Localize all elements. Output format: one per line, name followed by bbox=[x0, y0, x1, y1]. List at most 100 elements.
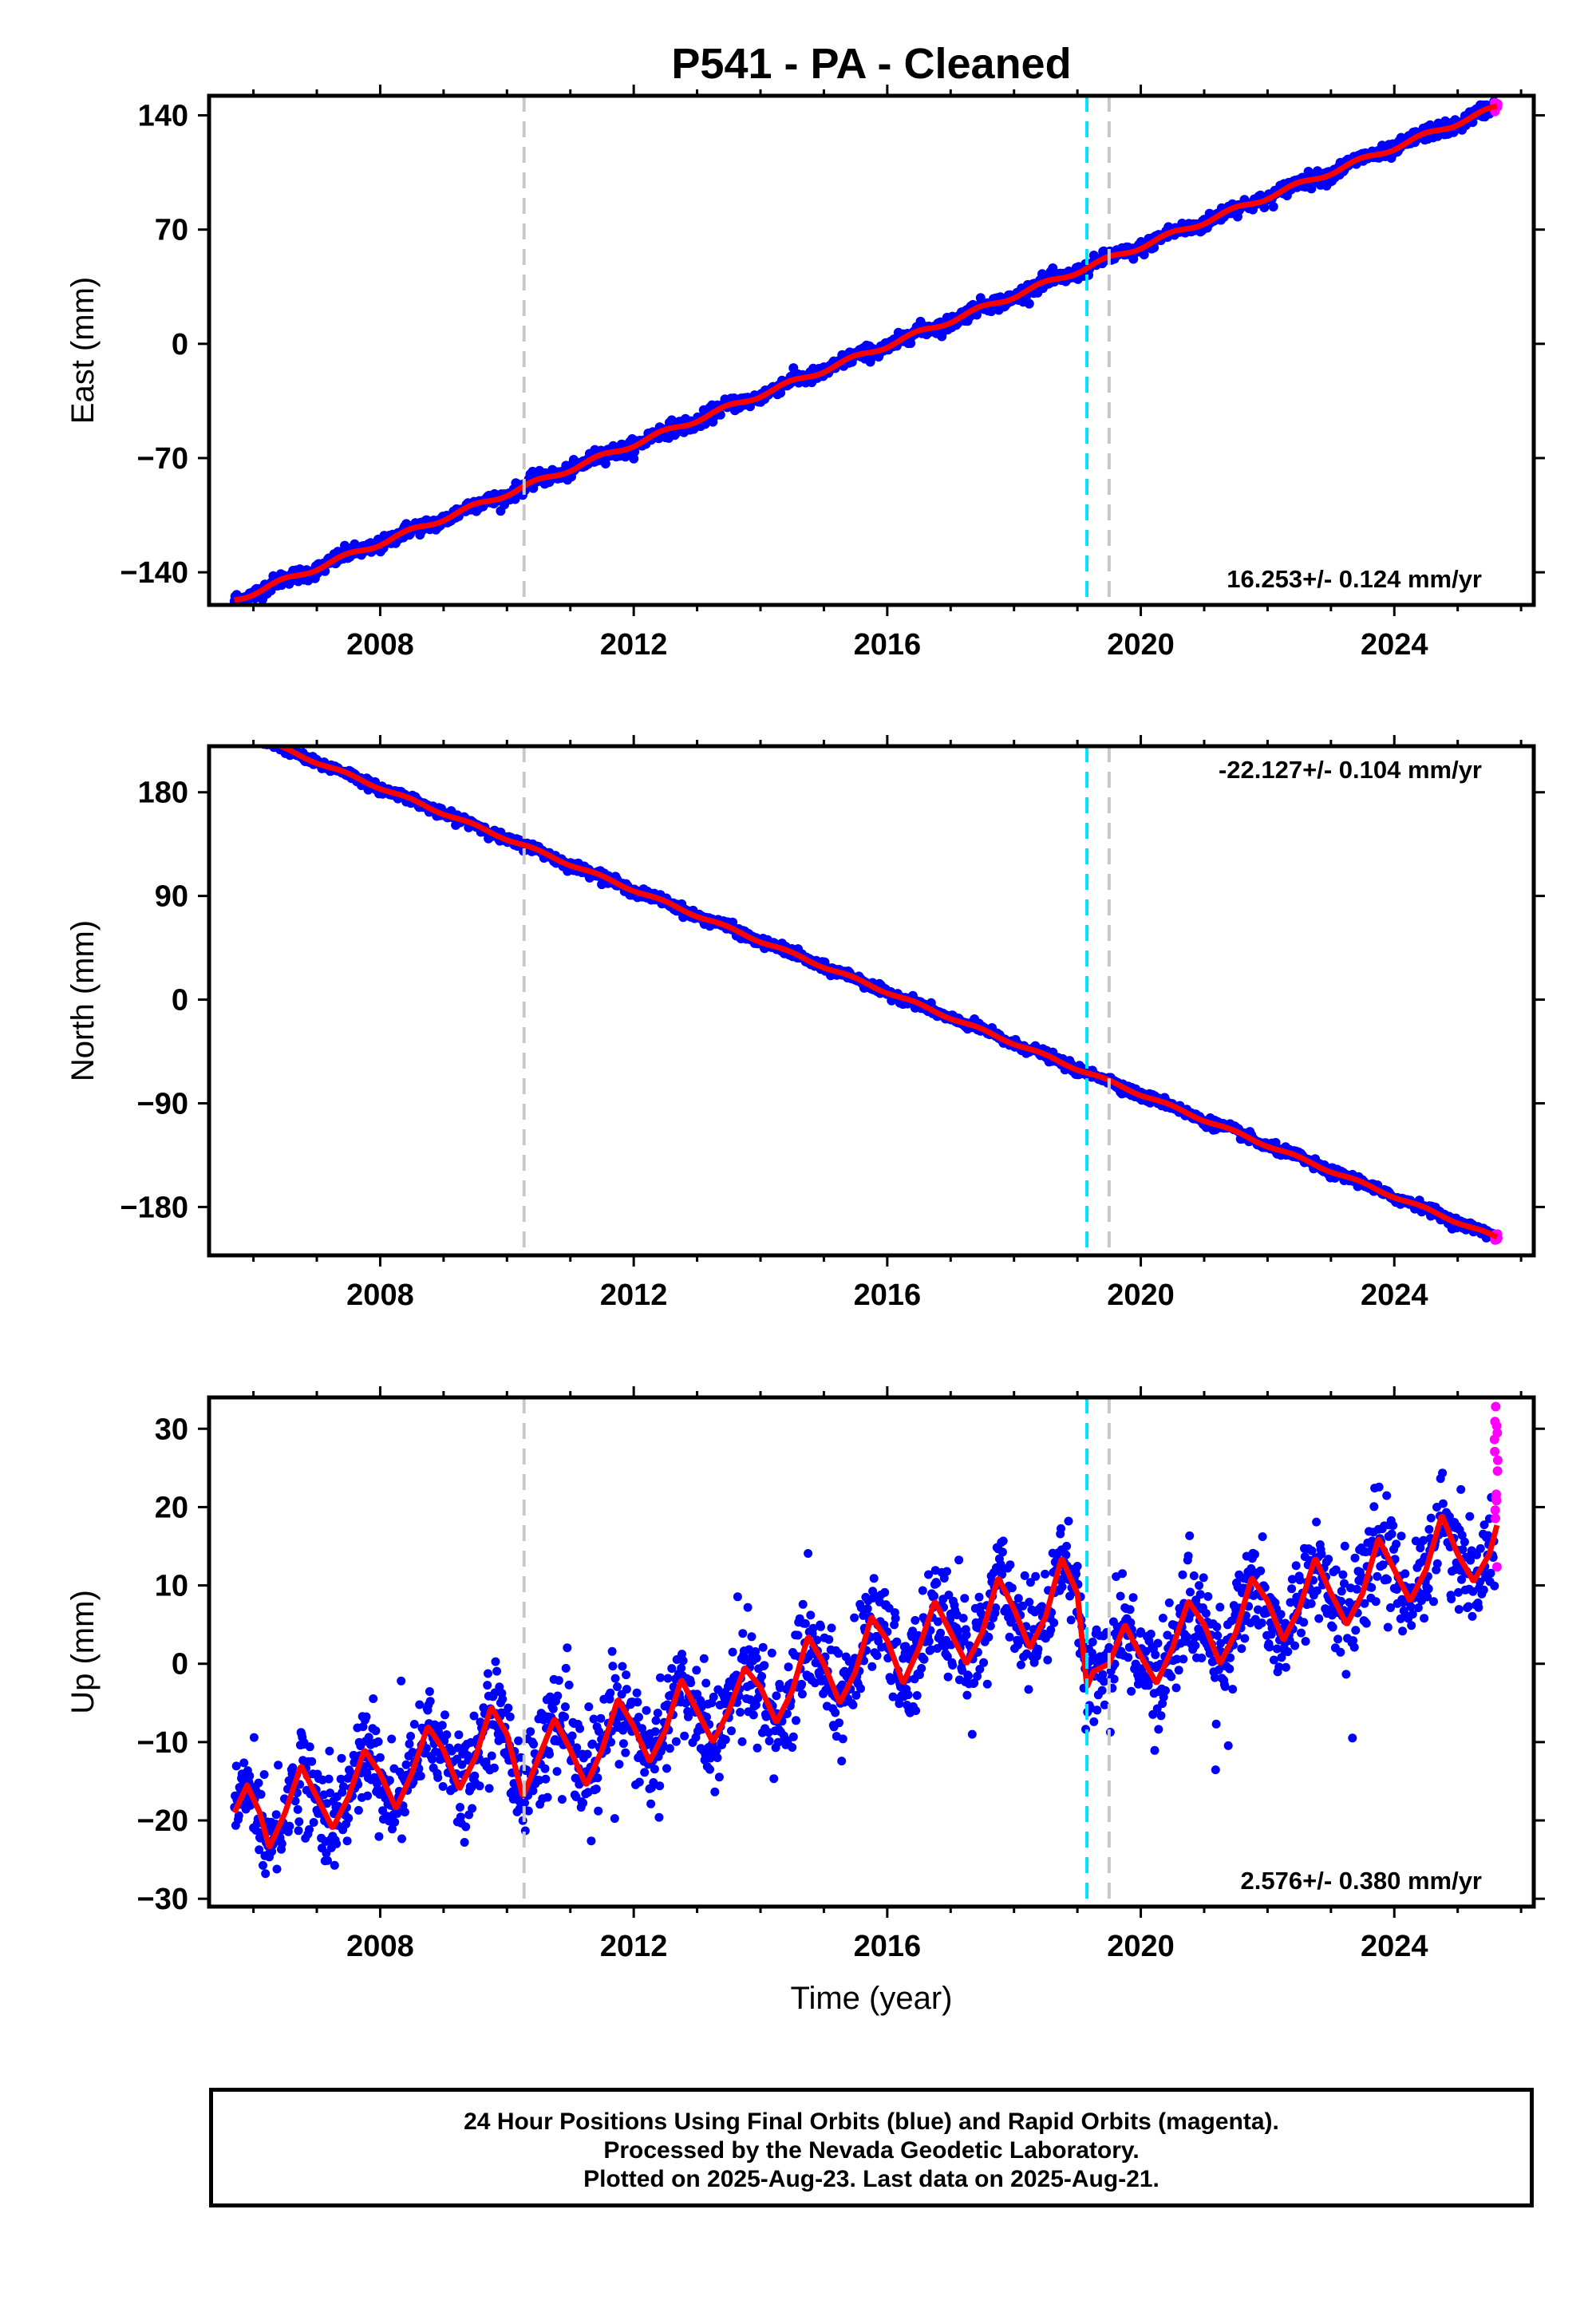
north-point-final bbox=[235, 726, 245, 736]
north-point-final bbox=[235, 722, 244, 732]
up-point-final bbox=[1092, 1705, 1102, 1715]
up-point-final bbox=[259, 1770, 269, 1779]
up-point-final bbox=[850, 1613, 859, 1622]
up-point-final bbox=[942, 1567, 951, 1576]
up-point-final bbox=[1118, 1569, 1127, 1579]
up-point-final bbox=[665, 1744, 674, 1753]
up-point-final bbox=[608, 1662, 618, 1671]
east-x-tick-label: 2008 bbox=[346, 628, 414, 662]
east-point-final bbox=[629, 453, 639, 464]
up-point-final bbox=[713, 1753, 722, 1762]
up-point-final bbox=[984, 1632, 994, 1642]
up-point-final bbox=[487, 1751, 496, 1761]
up-point-final bbox=[964, 1671, 973, 1681]
up-point-final bbox=[484, 1669, 492, 1678]
up-point-final bbox=[656, 1673, 665, 1682]
up-point-final bbox=[752, 1654, 761, 1663]
up-point-final bbox=[583, 1749, 592, 1759]
up-point-final bbox=[903, 1690, 913, 1700]
up-point-final bbox=[514, 1736, 523, 1745]
up-point-final bbox=[967, 1729, 977, 1739]
up-point-final bbox=[831, 1708, 840, 1717]
up-point-final bbox=[737, 1737, 747, 1746]
up-point-final bbox=[924, 1637, 934, 1646]
up-point-final bbox=[290, 1796, 300, 1806]
up-point-final bbox=[504, 1703, 513, 1713]
up-point-final bbox=[397, 1834, 406, 1844]
up-point-final bbox=[671, 1737, 681, 1746]
up-point-final bbox=[307, 1757, 317, 1766]
north-point-final bbox=[232, 723, 242, 733]
up-point-final bbox=[733, 1592, 742, 1602]
up-point-final bbox=[596, 1713, 606, 1723]
up-point-final bbox=[646, 1799, 656, 1808]
up-point-final bbox=[400, 1808, 409, 1817]
up-point-final bbox=[385, 1776, 394, 1785]
up-point-final bbox=[457, 1760, 467, 1769]
up-point-final bbox=[827, 1623, 836, 1633]
north-point-final bbox=[242, 731, 251, 741]
up-point-final bbox=[1043, 1655, 1053, 1665]
up-point-final bbox=[484, 1784, 494, 1793]
up-point-final bbox=[769, 1774, 779, 1784]
up-point-final bbox=[1049, 1618, 1059, 1627]
up-point-final bbox=[932, 1579, 942, 1588]
up-point-final bbox=[710, 1787, 720, 1796]
up-point-final bbox=[919, 1654, 929, 1664]
up-point-final bbox=[736, 1708, 745, 1717]
up-point-final bbox=[798, 1599, 808, 1609]
up-point-final bbox=[330, 1860, 339, 1870]
up-point-final bbox=[892, 1637, 902, 1646]
north-point-final bbox=[238, 733, 247, 743]
up-point-final bbox=[610, 1674, 620, 1683]
up-point-final bbox=[979, 1658, 989, 1667]
north-point-final bbox=[264, 735, 274, 745]
up-point-final bbox=[863, 1604, 872, 1614]
up-point-final bbox=[1167, 1672, 1176, 1682]
up-point-final bbox=[285, 1821, 294, 1831]
up-point-final bbox=[655, 1781, 665, 1791]
up-point-final bbox=[255, 1845, 264, 1855]
up-point-final bbox=[642, 1705, 651, 1715]
up-point-final bbox=[714, 1773, 724, 1782]
up-point-final bbox=[1156, 1711, 1166, 1721]
up-point-final bbox=[1041, 1569, 1050, 1579]
up-point-final bbox=[797, 1690, 807, 1699]
up-point-final bbox=[454, 1730, 464, 1740]
up-point-final bbox=[393, 1808, 402, 1818]
up-point-final bbox=[1025, 1598, 1034, 1607]
up-point-final bbox=[634, 1777, 644, 1787]
up-point-final bbox=[526, 1727, 535, 1737]
east-model-fit-line bbox=[232, 103, 1499, 603]
up-point-final bbox=[543, 1792, 552, 1802]
north-point-final bbox=[254, 733, 263, 742]
east-x-tick-label: 2024 bbox=[1361, 628, 1428, 662]
up-point-final bbox=[498, 1694, 508, 1704]
up-point-final bbox=[621, 1748, 630, 1757]
up-point-final bbox=[324, 1774, 334, 1784]
up-point-final bbox=[634, 1713, 643, 1722]
east-y-axis-label: East (mm) bbox=[65, 277, 101, 424]
up-point-final bbox=[256, 1789, 266, 1799]
up-point-final bbox=[677, 1663, 686, 1673]
north-point-final bbox=[241, 729, 251, 739]
up-point-final bbox=[1033, 1644, 1043, 1654]
up-point-final bbox=[358, 1722, 368, 1732]
up-point-final bbox=[804, 1549, 813, 1558]
up-point-final bbox=[650, 1765, 659, 1774]
up-point-final bbox=[305, 1742, 314, 1752]
up-point-final bbox=[633, 1697, 642, 1707]
north-y-tick-label: 180 bbox=[138, 777, 188, 810]
up-point-final bbox=[662, 1764, 671, 1773]
up-point-final bbox=[1154, 1725, 1163, 1734]
north-rate-label: -22.127+/- 0.104 mm/yr bbox=[1219, 756, 1482, 784]
up-point-final bbox=[958, 1614, 968, 1623]
up-point-final bbox=[456, 1803, 464, 1812]
up-point-final bbox=[1109, 1674, 1119, 1684]
up-point-final bbox=[753, 1743, 762, 1753]
north-point-final bbox=[244, 730, 254, 740]
up-point-final bbox=[856, 1684, 865, 1694]
east-y-tick-label: 70 bbox=[155, 214, 188, 247]
east-x-tick-label: 2016 bbox=[854, 628, 922, 662]
